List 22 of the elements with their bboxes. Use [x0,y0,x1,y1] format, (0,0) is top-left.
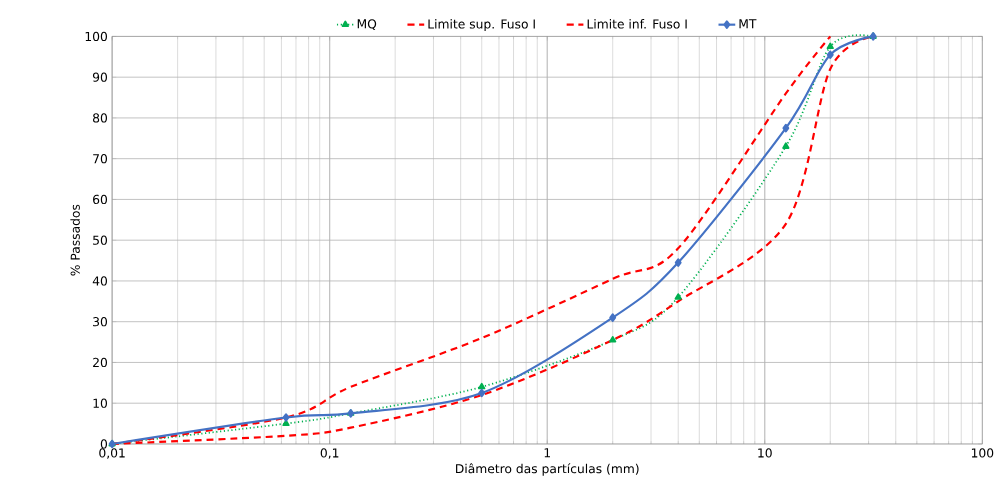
y-tick-label: 0 [100,439,108,449]
y-tick-label: 90 [92,72,108,82]
x-tick-label: 0,1 [320,448,339,459]
y-tick-label: 80 [93,113,108,123]
x-tick-label: 0,01 [99,448,125,459]
legend-label: Limite sup. Fuso I [428,19,535,31]
y-tick-label: 30 [93,317,108,327]
y-tick-label: 60 [93,194,108,205]
y-tick-label: 100 [85,31,108,42]
legend-label: Limite inf. Fuso I [587,19,687,29]
y-tick-label: 50 [93,235,108,245]
x-tick-label: 10 [758,448,772,458]
legend-label: MQ [357,19,377,30]
y-tick-label: 40 [92,276,108,286]
legend-label: MT [739,19,757,29]
x-axis-title: Diâmetro das partículas (mm) [456,463,639,476]
y-tick-label: 70 [93,154,108,164]
y-tick-label: 10 [93,398,108,408]
x-tick-label: 1 [544,448,550,458]
y-tick-label: 20 [93,357,108,368]
y-axis-title: % Passados [70,204,80,276]
x-tick-label: 100 [971,448,994,458]
